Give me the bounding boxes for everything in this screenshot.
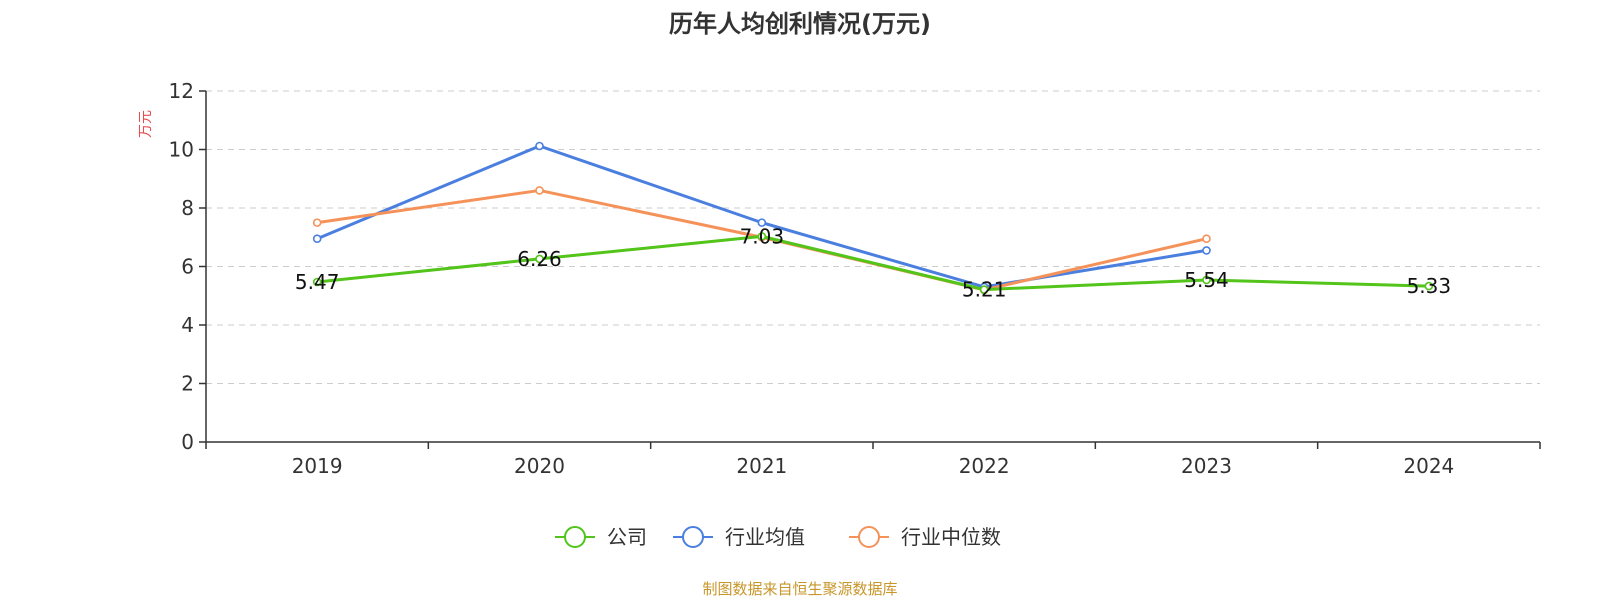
legend: 公司 行业均值 行业中位数 — [555, 525, 1001, 549]
y-tick-label: 12 — [169, 79, 194, 103]
y-axis-unit-label: 万元 — [138, 110, 154, 138]
y-tick-label: 8 — [181, 196, 194, 220]
data-point-0 — [535, 254, 544, 264]
data-label: 7.03 — [740, 224, 785, 248]
data-source-note: 制图数据来自恒生聚源数据库 — [702, 580, 897, 598]
y-tick-label: 0 — [181, 430, 194, 454]
data-point-0 — [1424, 281, 1434, 291]
data-point-2 — [312, 218, 322, 227]
data-label: 6.26 — [517, 247, 562, 271]
data-label: 5.47 — [295, 270, 340, 294]
data-label: 5.33 — [1407, 274, 1452, 298]
data-point-2 — [535, 186, 544, 195]
series-line-1 — [316, 144, 1207, 289]
data-point-0 — [312, 277, 322, 287]
x-tick-label: 2022 — [959, 454, 1010, 478]
data-point-0 — [757, 232, 767, 241]
data-point-1 — [757, 218, 767, 227]
legend-item-2[interactable]: 行业中位数 — [849, 525, 1001, 549]
y-tick-label: 4 — [181, 313, 194, 337]
legend-circle-icon — [858, 526, 880, 548]
legend-circle-icon — [564, 526, 586, 548]
data-point-1 — [535, 141, 544, 151]
gridlines — [206, 90, 1540, 384]
legend-item-1[interactable]: 行业均值 — [673, 525, 805, 549]
y-tick-label: 6 — [181, 255, 194, 279]
data-point-0 — [979, 285, 989, 294]
legend-circle-icon — [682, 526, 704, 548]
data-label: 5.21 — [962, 278, 1007, 302]
x-tick-label: 2021 — [736, 454, 787, 478]
data-labels: 5.47 6.26 7.03 5.21 5.54 5.33 — [295, 224, 1451, 301]
x-tick-label: 2019 — [292, 454, 343, 478]
x-tick-label: 2023 — [1181, 454, 1232, 478]
legend-label: 行业均值 — [725, 525, 805, 549]
data-point-1 — [312, 234, 322, 244]
legend-item-0[interactable]: 公司 — [555, 525, 647, 549]
y-tick-label: 10 — [169, 138, 194, 162]
series-line-0 — [317, 234, 1429, 292]
data-point-1 — [1202, 246, 1211, 255]
x-tick-label: 2024 — [1403, 454, 1454, 478]
x-tick-label: 2020 — [514, 454, 565, 478]
series-lines — [312, 141, 1434, 295]
legend-label: 公司 — [607, 525, 647, 549]
legend-label: 行业中位数 — [901, 525, 1001, 549]
data-point-0 — [1202, 275, 1211, 285]
data-point-2 — [1202, 234, 1211, 244]
data-label: 5.54 — [1184, 268, 1229, 292]
chart-title: 历年人均创利情况(万元) — [669, 10, 931, 38]
axes: 0 2 4 6 8 10 12 2019 2020 2021 2022 2023 2024 — [169, 79, 1541, 478]
y-tick-label: 2 — [181, 372, 194, 396]
